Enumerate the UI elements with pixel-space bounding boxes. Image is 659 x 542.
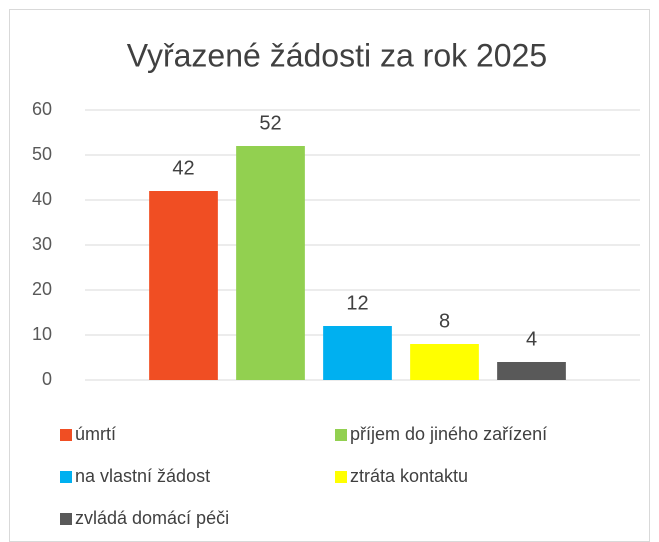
y-tick-label: 0	[42, 369, 52, 389]
bar	[323, 326, 392, 380]
y-tick-label: 20	[32, 279, 52, 299]
legend-swatch	[60, 513, 72, 525]
y-tick-label: 60	[32, 99, 52, 119]
bar	[497, 362, 566, 380]
legend-label: úmrtí	[75, 424, 116, 444]
y-tick-label: 10	[32, 324, 52, 344]
legend-label: ztráta kontaktu	[350, 466, 468, 486]
legend-swatch	[335, 471, 347, 483]
legend-swatch	[60, 429, 72, 441]
bar	[149, 191, 218, 380]
bar	[410, 344, 479, 380]
legend-swatch	[335, 429, 347, 441]
data-label: 8	[439, 310, 450, 332]
chart-border	[9, 9, 650, 542]
legend-label: na vlastní žádost	[75, 466, 210, 486]
y-tick-label: 30	[32, 234, 52, 254]
data-label: 42	[172, 157, 194, 179]
legend-label: příjem do jiného zařízení	[350, 424, 547, 444]
data-label: 12	[346, 292, 368, 314]
data-label: 52	[259, 112, 281, 134]
data-label: 4	[526, 328, 537, 350]
chart-title: Vyřazené žádosti za rok 2025	[127, 37, 547, 73]
y-tick-label: 50	[32, 144, 52, 164]
y-tick-label: 40	[32, 189, 52, 209]
legend-label: zvládá domácí péči	[75, 508, 229, 528]
legend-swatch	[60, 471, 72, 483]
bar	[236, 146, 305, 380]
